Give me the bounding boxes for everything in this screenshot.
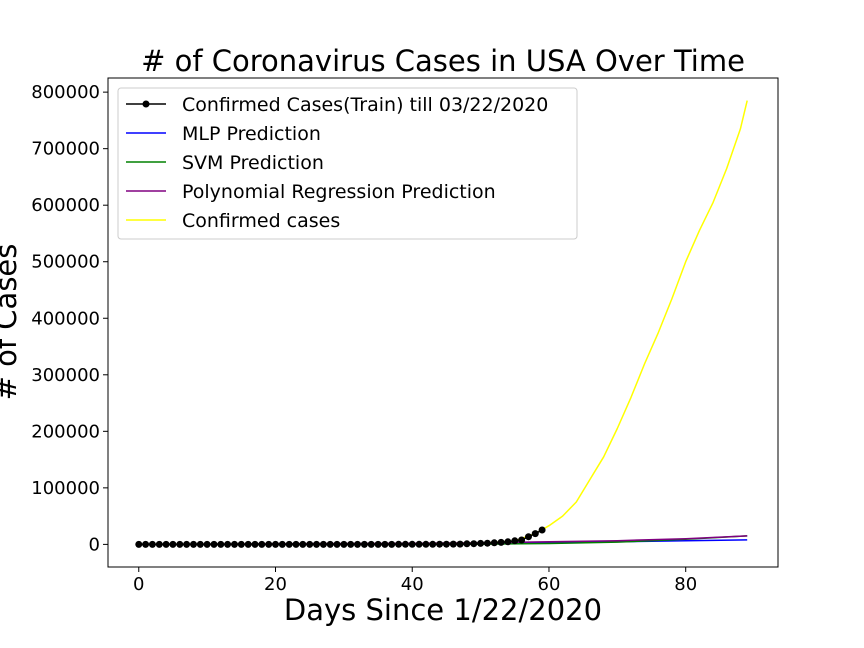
- data-point: [483, 539, 491, 547]
- data-point: [183, 540, 191, 548]
- y-tick-label: 100000: [31, 478, 100, 499]
- data-point: [169, 540, 177, 548]
- data-point: [497, 538, 505, 546]
- data-point: [518, 536, 526, 544]
- data-point: [224, 540, 232, 548]
- data-point: [347, 540, 355, 548]
- data-point: [436, 540, 444, 548]
- data-point: [367, 540, 375, 548]
- data-point: [511, 537, 519, 545]
- data-point: [306, 540, 314, 548]
- data-point: [333, 540, 341, 548]
- y-tick-label: 400000: [31, 308, 100, 329]
- data-point: [299, 540, 307, 548]
- data-point: [490, 539, 498, 547]
- data-point: [292, 540, 300, 548]
- data-point: [470, 540, 478, 548]
- legend-label: SVM Prediction: [182, 152, 324, 174]
- x-axis-label: Days Since 1/22/2020: [284, 593, 602, 627]
- y-axis-label: # of Cases: [0, 244, 23, 401]
- data-point: [155, 540, 163, 548]
- data-point: [456, 540, 464, 548]
- data-point: [162, 540, 170, 548]
- data-point: [326, 540, 334, 548]
- y-tick-label: 800000: [31, 82, 100, 103]
- data-point: [360, 540, 368, 548]
- data-point: [401, 540, 409, 548]
- series-layer: [135, 100, 748, 548]
- data-point: [176, 540, 184, 548]
- data-point: [538, 526, 546, 534]
- data-point: [196, 540, 204, 548]
- y-tick-label: 700000: [31, 139, 100, 160]
- data-point: [531, 530, 539, 538]
- data-point: [278, 540, 286, 548]
- x-tick-label: 20: [264, 574, 287, 595]
- data-point: [190, 540, 197, 548]
- data-point: [340, 540, 348, 548]
- data-point: [231, 540, 238, 548]
- data-point: [442, 540, 450, 548]
- data-point: [285, 540, 293, 548]
- legend-label: Polynomial Regression Prediction: [182, 181, 496, 203]
- data-point: [244, 540, 252, 548]
- data-point: [525, 533, 532, 541]
- data-point: [477, 539, 485, 547]
- data-point: [210, 540, 218, 548]
- data-point: [251, 540, 259, 548]
- legend-label: MLP Prediction: [182, 123, 321, 145]
- data-point: [429, 540, 437, 548]
- data-point: [504, 538, 512, 546]
- y-tick-label: 500000: [31, 252, 100, 273]
- chart-title: # of Coronavirus Cases in USA Over Time: [141, 44, 745, 78]
- data-point: [272, 540, 279, 548]
- legend-label: Confirmed cases: [182, 210, 340, 232]
- x-tick-label: 60: [538, 574, 561, 595]
- data-point: [408, 540, 416, 548]
- data-point: [415, 540, 423, 548]
- data-point: [265, 540, 273, 548]
- data-point: [374, 540, 382, 548]
- data-point: [258, 540, 266, 548]
- legend-label: Confirmed Cases(Train) till 03/22/2020: [182, 94, 548, 116]
- legend-box: [117, 87, 578, 240]
- data-point: [354, 540, 361, 548]
- y-tick-label: 0: [89, 534, 100, 555]
- data-point: [319, 540, 327, 548]
- data-point: [148, 540, 156, 548]
- data-point: [313, 540, 320, 548]
- data-point: [422, 540, 430, 548]
- y-tick-label: 300000: [31, 365, 100, 386]
- x-tick-label: 40: [401, 574, 424, 595]
- data-point: [381, 540, 389, 548]
- data-point: [388, 540, 396, 548]
- plot-frame: [107, 77, 779, 568]
- data-point: [237, 540, 245, 548]
- legend-marker: [142, 100, 150, 108]
- y-tick-label: 200000: [31, 421, 100, 442]
- data-point: [135, 540, 143, 548]
- legend: Confirmed Cases(Train) till 03/22/2020 ML…: [117, 87, 578, 240]
- y-tick-label: 600000: [31, 195, 100, 216]
- data-point: [142, 540, 150, 548]
- data-point: [203, 540, 211, 548]
- data-point: [395, 540, 403, 548]
- axis-layer: 0 20 40 60 80 0 100000 200000 300000 400000 500000…: [31, 82, 697, 595]
- data-point: [217, 540, 225, 548]
- x-tick-label: 0: [133, 574, 144, 595]
- x-tick-label: 80: [674, 574, 697, 595]
- data-point: [449, 540, 457, 548]
- data-point: [463, 540, 471, 548]
